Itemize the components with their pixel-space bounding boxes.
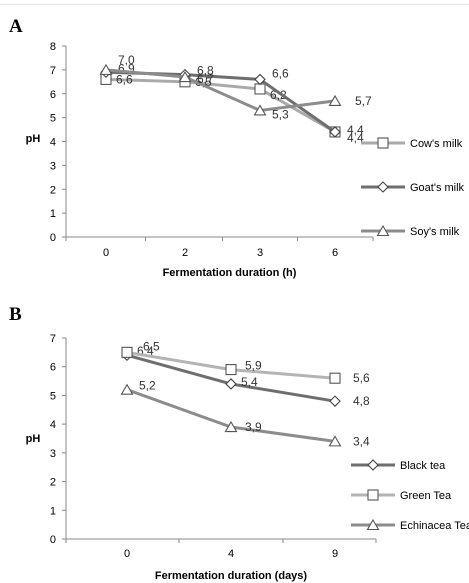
panel-a-y-tick-label: 0 [50, 232, 56, 244]
panel-b-legend-marker [368, 460, 378, 470]
panel-b-y-tick-label: 7 [50, 333, 56, 345]
panel-b-x-tick-label: 4 [228, 548, 234, 560]
panel-b-data-label: 5,4 [241, 375, 258, 389]
panel-b-data-point [330, 373, 340, 383]
panel-a-x-tick-label: 0 [103, 247, 109, 259]
panel-a-y-tick-label: 4 [50, 137, 56, 149]
panel-b-y-tick-label: 6 [50, 362, 56, 374]
panel-b-data-label: 3,9 [245, 420, 262, 434]
panel-b-y-tick-label: 0 [50, 534, 56, 546]
panel-b-y-tick-label: 4 [50, 419, 56, 431]
panel-a-x-tick-label: 6 [332, 247, 338, 259]
panel-b-data-point [226, 365, 236, 375]
panel-a-x-tick-label: 3 [257, 247, 263, 259]
panel-b-x-axis-title: Fermentation duration (days) [155, 570, 308, 582]
panel-a-legend-label: Soy's milk [410, 226, 460, 238]
panel-a-x-tick-label: 2 [182, 247, 188, 259]
panel-b-data-label: 6,5 [143, 339, 160, 353]
panel-b-data-point [330, 396, 340, 406]
panel-b-y-tick-label: 1 [50, 505, 56, 517]
panel-a-data-label: 6,7 [197, 72, 214, 86]
panel-a-legend-marker [378, 138, 388, 148]
panel-b-legend-label: Echinacea Tea [400, 520, 469, 532]
panel-a-data-label: 5,7 [355, 94, 372, 108]
panel-b-data-point [226, 379, 236, 389]
panel-a-y-tick-label: 7 [50, 65, 56, 77]
panel-a-y-axis-title: pH [26, 133, 41, 145]
panel-a-y-tick-label: 2 [50, 184, 56, 196]
panel-a-y-tick-label: 6 [50, 89, 56, 101]
panel-a-legend-label: Goat's milk [410, 182, 465, 194]
panel-a-y-tick-label: 1 [50, 208, 56, 220]
panel-a-y-tick-label: 5 [50, 113, 56, 125]
panel-a-data-label: 4,4 [347, 123, 364, 137]
panel-b-y-tick-label: 2 [50, 477, 56, 489]
panel-b-y-tick-label: 3 [50, 448, 56, 460]
panel-a-y-tick-label: 8 [50, 41, 56, 53]
panel-a-data-point [255, 84, 265, 94]
panel-a-data-label: 5,3 [272, 107, 289, 121]
panel-b-data-point [122, 347, 132, 357]
panel-b-legend-label: Green Tea [400, 490, 452, 502]
panel-b-legend-marker [368, 490, 378, 500]
panel-b-x-tick-label: 0 [124, 548, 130, 560]
panel-a-legend-marker [378, 182, 388, 192]
panel-a-x-axis-title: Fermentation duration (h) [163, 267, 297, 279]
panel-b-y-axis-title: pH [26, 433, 41, 445]
panel-a-legend-label: Cow's milk [410, 138, 463, 150]
panel-b-data-label: 3,4 [353, 434, 370, 448]
panel-b-x-tick-label: 9 [332, 548, 338, 560]
panel-b-data-label: 5,6 [353, 371, 370, 385]
panel-b-data-point [122, 385, 133, 395]
panel-b-y-tick-label: 5 [50, 390, 56, 402]
panel-a-y-tick-label: 3 [50, 160, 56, 172]
panel-b-data-label: 5,9 [245, 359, 262, 373]
panel-b-data-label: 5,2 [139, 379, 156, 393]
panel-b-legend-label: Black tea [400, 460, 446, 472]
panel-b-data-label: 4,8 [353, 394, 370, 408]
panel-a-data-label: 6,6 [272, 66, 289, 80]
panel-a-data-label: 7,0 [118, 53, 135, 67]
